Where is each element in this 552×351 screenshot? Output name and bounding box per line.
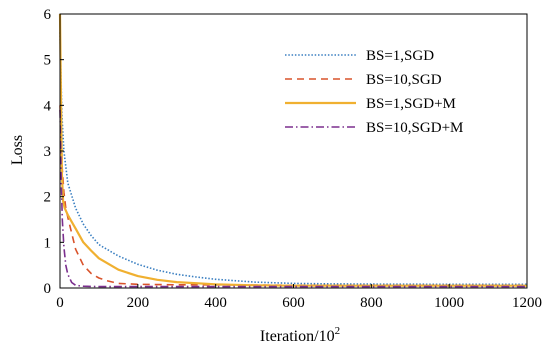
x-axis-label: Iteration/102 — [260, 325, 340, 345]
x-tick-label: 1200 — [512, 295, 542, 311]
plot-frame — [59, 13, 528, 289]
tick-labels: 0 200 400 600 800 1000 1200 0 1 2 3 4 5 6 — [44, 7, 543, 311]
series-line-1 — [59, 32, 527, 286]
series-line-4 — [59, 109, 527, 288]
y-tick-label: 6 — [44, 7, 52, 23]
legend-label-2: BS=10,SGD — [366, 72, 442, 88]
x-tick-label: 0 — [56, 295, 64, 311]
y-tick-label: 0 — [44, 281, 52, 297]
y-tick-label: 4 — [44, 98, 52, 114]
legend-label-3: BS=1,SGD+M — [366, 96, 456, 112]
series-line-3 — [58, 13, 527, 287]
legend: BS=1,SGD BS=10,SGD BS=1,SGD+M BS=10,SGD+M — [285, 48, 463, 136]
legend-label-4: BS=10,SGD+M — [366, 120, 463, 136]
x-axis-label-base: Iteration/10 — [260, 328, 335, 345]
axes — [59, 13, 528, 289]
x-tick-label: 400 — [204, 295, 227, 311]
x-tick-label: 200 — [127, 295, 150, 311]
x-axis-label-exponent: 2 — [335, 325, 341, 337]
y-axis-label: Loss — [9, 135, 26, 165]
legend-label-1: BS=1,SGD — [366, 48, 434, 64]
x-tick-label: 600 — [282, 295, 305, 311]
x-tick-label: 800 — [360, 295, 383, 311]
y-tick-label: 2 — [44, 190, 52, 206]
y-tick-label: 3 — [44, 144, 52, 160]
y-tick-label: 1 — [44, 235, 52, 251]
x-tick-label: 1000 — [434, 295, 464, 311]
y-tick-label: 5 — [44, 53, 52, 69]
series-layer — [58, 13, 527, 288]
